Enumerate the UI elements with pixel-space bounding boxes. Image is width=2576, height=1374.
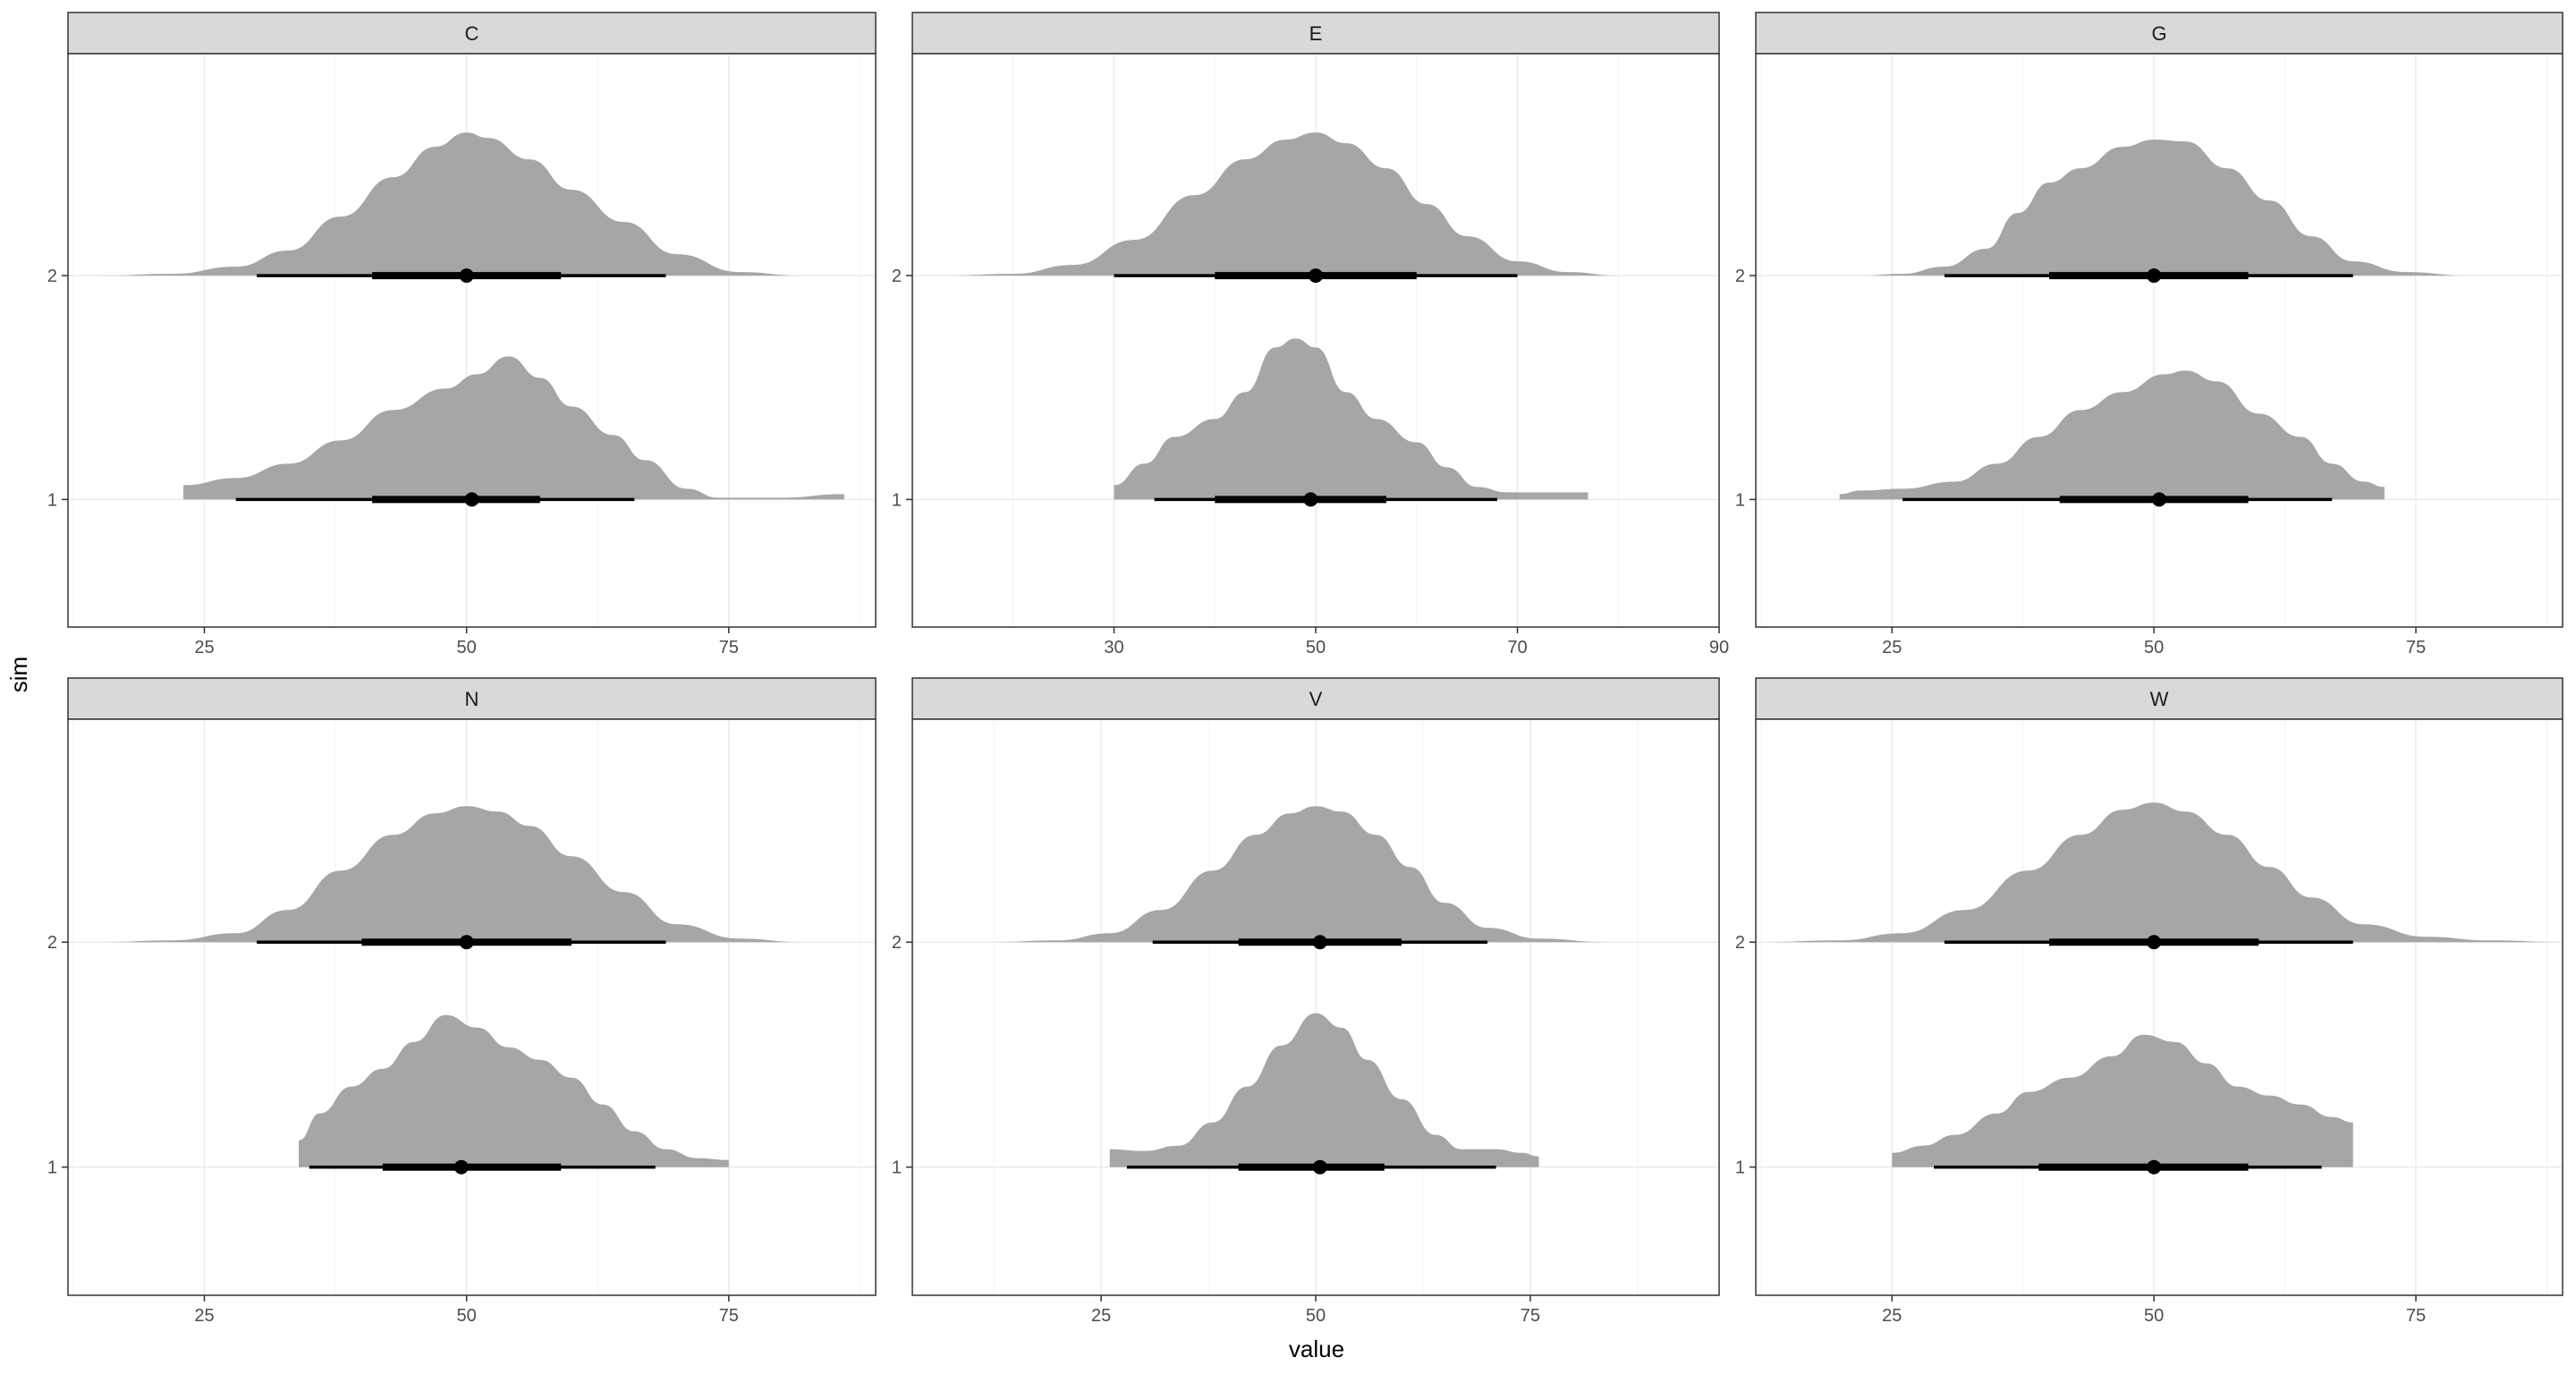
facet-strip — [67, 12, 877, 55]
y-tick-label: 2 — [47, 933, 57, 953]
density-sim-2 — [942, 132, 1690, 276]
x-axis-title: value — [1289, 1336, 1344, 1362]
panel-E: E 30 50 70 90 1 2 — [892, 12, 1729, 657]
x-tick-label: 70 — [1507, 638, 1527, 657]
y-tick-label: 1 — [47, 490, 57, 510]
facet-label: G — [2151, 22, 2166, 45]
density-sim-1 — [1114, 338, 1589, 500]
facet-label: N — [465, 688, 479, 710]
density-sim-1 — [1109, 1013, 1539, 1167]
y-tick-label: 2 — [1735, 933, 1745, 953]
y-tick-label: 1 — [1735, 490, 1745, 510]
x-tick-label: 25 — [1882, 1306, 1902, 1326]
y-tick-label: 2 — [892, 267, 902, 286]
x-tick-label: 50 — [1306, 638, 1326, 657]
facet-label: E — [1309, 22, 1323, 45]
panel-background — [1756, 54, 2563, 627]
density-sim-1 — [1839, 370, 2385, 500]
x-tick-label: 30 — [1104, 638, 1123, 657]
facet-label: W — [2150, 688, 2169, 710]
median-point-sim-2 — [459, 935, 474, 950]
x-tick-label: 25 — [1882, 638, 1902, 657]
x-tick-label: 50 — [2144, 1306, 2164, 1326]
x-tick-label: 75 — [1521, 1306, 1540, 1326]
x-tick-label: 75 — [719, 1306, 739, 1326]
density-sim-2 — [1756, 802, 2563, 943]
y-tick-label: 2 — [1735, 267, 1745, 286]
y-tick-label: 1 — [892, 1158, 902, 1178]
median-point-sim-2 — [2147, 935, 2162, 950]
median-point-sim-1 — [1303, 492, 1318, 507]
panel-W: W 25 50 75 1 2 — [1735, 677, 2563, 1326]
x-tick-label: 50 — [457, 638, 477, 657]
panel-border — [1755, 53, 2563, 628]
facet-label: C — [465, 22, 479, 45]
panel-C: C 25 50 75 1 2 — [47, 12, 877, 657]
median-point-sim-1 — [2147, 1159, 2162, 1175]
density-sim-2 — [99, 132, 855, 276]
density-sim-2 — [99, 806, 844, 943]
x-tick-label: 75 — [2406, 638, 2426, 657]
y-tick-label: 1 — [892, 490, 902, 510]
y-tick-label: 2 — [47, 267, 57, 286]
x-tick-label: 25 — [194, 1306, 214, 1326]
facet-strip — [67, 677, 877, 720]
panel-background — [68, 719, 876, 1295]
facet-strip — [911, 12, 1720, 55]
x-tick-label: 75 — [2406, 1306, 2426, 1326]
density-sim-2 — [989, 806, 1677, 943]
facet-strip — [1755, 12, 2563, 55]
panel-N: N 25 50 75 1 2 — [47, 677, 877, 1326]
panels: C 25 50 75 1 2 E 30 50 70 90 1 2 G 25 50 75 1 2 N 25 50 75 1 2 V 2… — [47, 12, 2563, 1326]
density-sim-2 — [1860, 140, 2542, 276]
facet-strip — [911, 677, 1720, 720]
density-sim-1 — [183, 356, 844, 500]
panel-G: G 25 50 75 1 2 — [1735, 12, 2563, 657]
x-tick-label: 25 — [194, 638, 214, 657]
median-point-sim-2 — [2147, 268, 2162, 284]
x-tick-label: 50 — [1306, 1306, 1326, 1326]
facet-label: V — [1309, 688, 1323, 710]
panel-border — [67, 53, 877, 628]
x-tick-label: 75 — [719, 638, 739, 657]
panel-V: V 25 50 75 1 2 — [892, 677, 1720, 1326]
median-point-sim-1 — [1312, 1159, 1327, 1175]
x-tick-label: 90 — [1709, 638, 1729, 657]
density-sim-1 — [1892, 1034, 2353, 1167]
y-tick-label: 1 — [1735, 1158, 1745, 1178]
y-tick-label: 2 — [892, 933, 902, 953]
median-point-sim-1 — [453, 1159, 469, 1175]
median-point-sim-1 — [2152, 492, 2166, 507]
x-tick-label: 50 — [2144, 638, 2164, 657]
median-point-sim-2 — [459, 268, 474, 284]
median-point-sim-1 — [464, 492, 479, 507]
y-axis-title: sim — [5, 657, 32, 692]
median-point-sim-2 — [1309, 268, 1323, 284]
x-tick-label: 50 — [457, 1306, 477, 1326]
panel-border — [1755, 718, 2563, 1296]
x-tick-label: 25 — [1091, 1306, 1111, 1326]
y-tick-label: 1 — [47, 1158, 57, 1178]
density-sim-1 — [299, 1014, 729, 1167]
median-point-sim-2 — [1312, 935, 1327, 950]
panel-border — [67, 718, 877, 1296]
